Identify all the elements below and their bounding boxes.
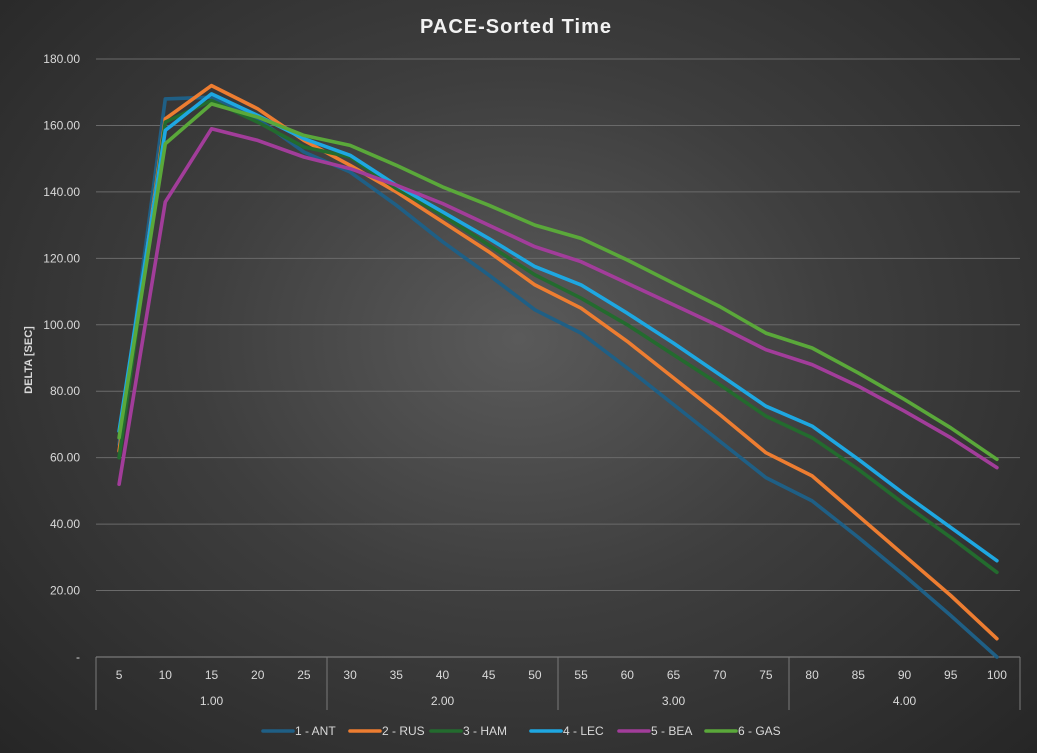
y-tick-label: 40.00: [50, 517, 80, 531]
x-tick-label: 85: [852, 668, 866, 682]
gridlines: [96, 58, 1020, 592]
y-axis-title: DELTA [SEC]: [23, 326, 35, 394]
x-group-label: 2.00: [431, 694, 455, 708]
x-tick-label: 50: [528, 668, 542, 682]
legend-label: 2 - RUS: [382, 724, 425, 738]
x-tick-label: 30: [343, 668, 357, 682]
x-tick-label: 20: [251, 668, 265, 682]
x-tick-label: 15: [205, 668, 219, 682]
x-tick-label: 70: [713, 668, 727, 682]
y-tick-label: 100.00: [43, 318, 80, 332]
x-tick-label: 90: [898, 668, 912, 682]
series-line: [117, 127, 999, 487]
series-line: [117, 83, 999, 641]
y-tick-label: -: [76, 650, 80, 664]
x-group-label: 3.00: [662, 694, 686, 708]
x-group-label: 1.00: [200, 694, 224, 708]
x-tick-label: 95: [944, 668, 958, 682]
x-axis: 5 10 15 20 25 30 35 40 45 50 55 60 65 70 75 80 85 90 95 100…: [95, 656, 1021, 710]
x-tick-label: 75: [759, 668, 773, 682]
legend-label: 3 - HAM: [463, 724, 507, 738]
legend-label: 5 - BEA: [651, 724, 692, 738]
x-tick-label: 35: [390, 668, 404, 682]
series-line: [117, 98, 999, 575]
legend: 1 - ANT 2 - RUS 3 - HAM 4 - LEC 5 - BEA 6 - G…: [261, 724, 781, 738]
x-tick-label: 100: [987, 668, 1007, 682]
x-group-label: 4.00: [893, 694, 917, 708]
x-tick-label: 55: [574, 668, 588, 682]
x-tick-label: 25: [297, 668, 311, 682]
series-line: [117, 102, 999, 462]
series-lines: [117, 83, 999, 659]
legend-label: 1 - ANT: [295, 724, 336, 738]
x-tick-label: 65: [667, 668, 681, 682]
y-tick-label: 180.00: [43, 52, 80, 66]
y-tick-label: 120.00: [43, 251, 80, 265]
x-tick-label: 10: [159, 668, 173, 682]
x-tick-label: 5: [116, 668, 123, 682]
y-tick-label: 160.00: [43, 118, 80, 132]
y-tick-label: 20.00: [50, 584, 80, 598]
legend-label: 4 - LEC: [563, 724, 604, 738]
y-tick-label: 80.00: [50, 384, 80, 398]
legend-label: 6 - GAS: [738, 724, 781, 738]
x-tick-label: 80: [805, 668, 819, 682]
x-tick-label: 40: [436, 668, 450, 682]
series-line: [117, 92, 999, 563]
x-tick-label: 60: [621, 668, 635, 682]
y-tick-label: 140.00: [43, 185, 80, 199]
chart-title: PACE-Sorted Time: [420, 16, 612, 38]
y-tick-label: 60.00: [50, 451, 80, 465]
x-tick-label: 45: [482, 668, 496, 682]
y-axis-ticks: - 20.00 40.00 60.00 80.00 100.00 120.00 140.00 1…: [43, 52, 80, 664]
